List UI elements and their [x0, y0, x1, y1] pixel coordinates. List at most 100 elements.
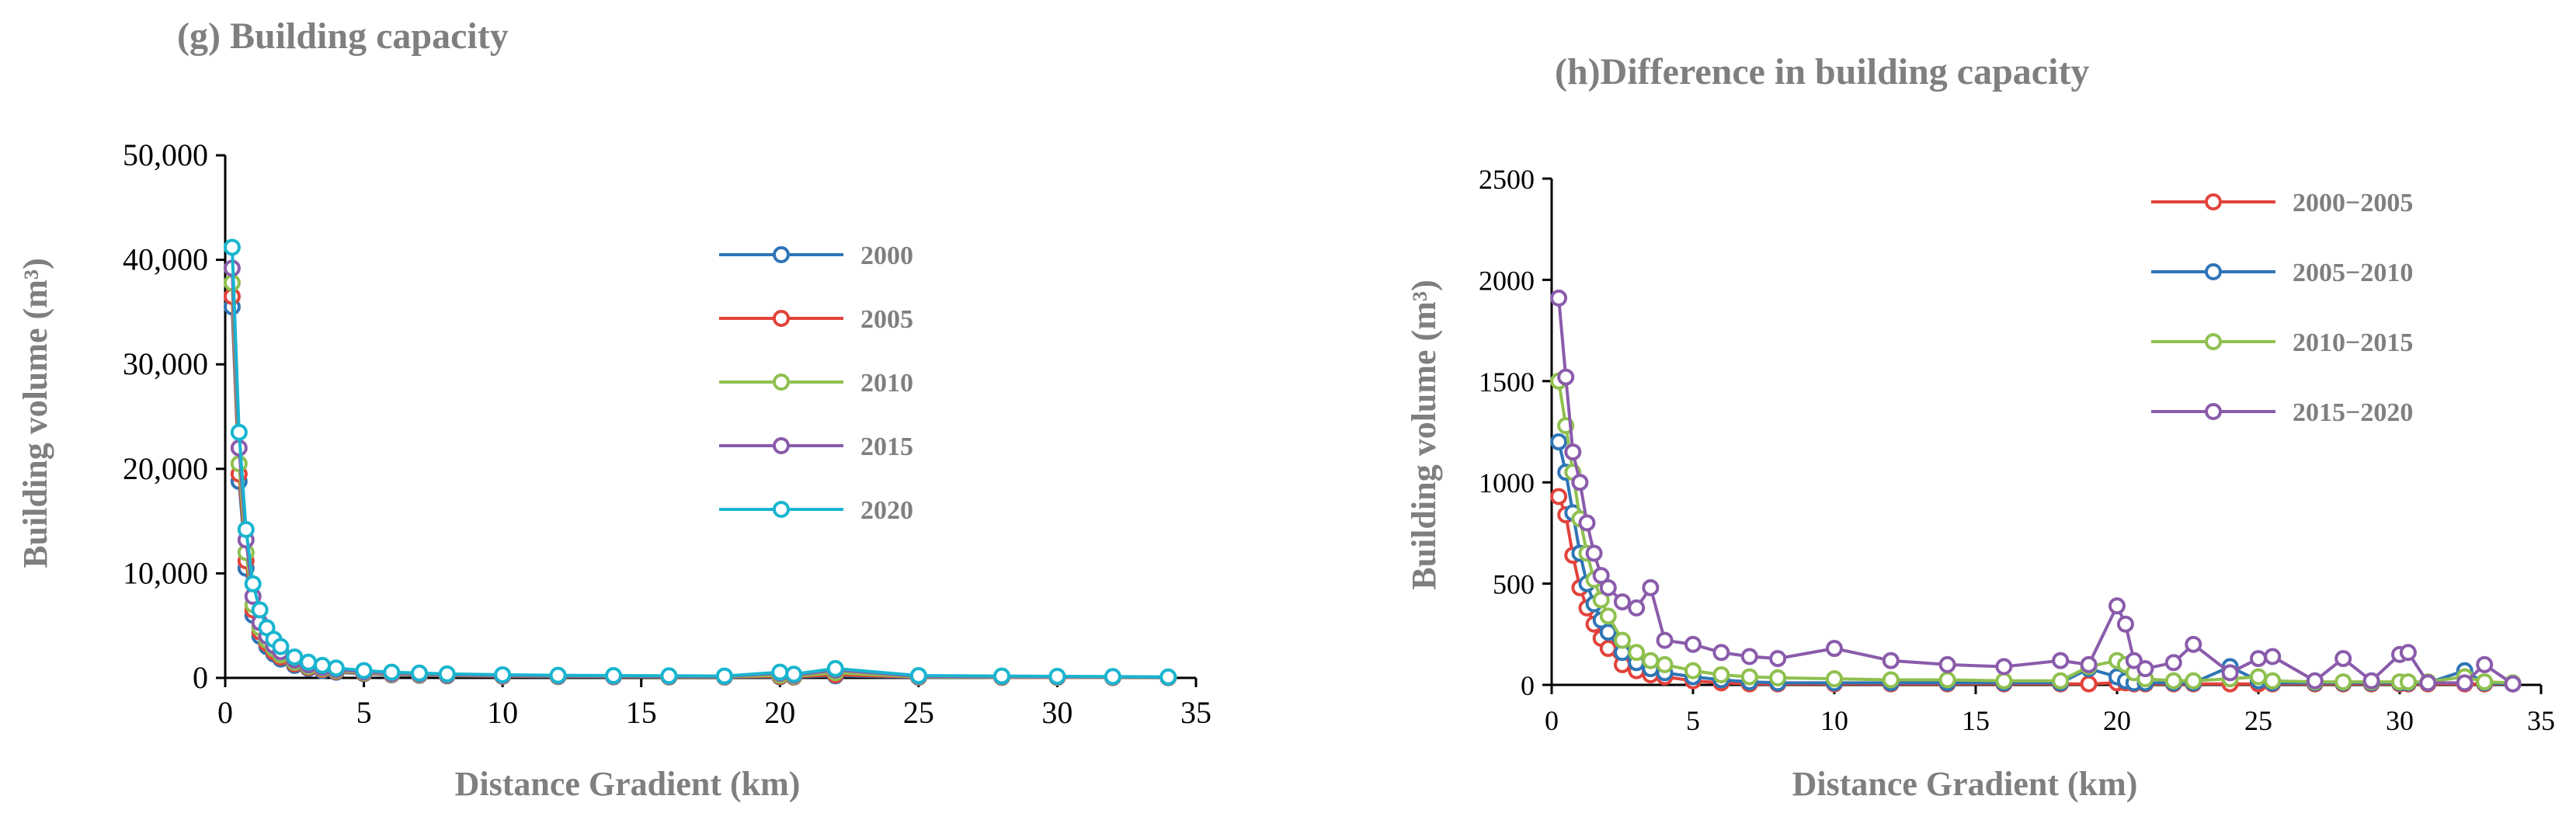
y-tick-label: 1000	[1479, 467, 1535, 499]
data-point	[1159, 668, 1177, 686]
y-tick-label: 50,000	[123, 137, 208, 172]
data-point	[1599, 624, 1617, 641]
data-point	[1550, 433, 1568, 451]
legend-item: 2000	[719, 241, 913, 270]
data-point	[2052, 672, 2070, 690]
data-point	[1599, 640, 1617, 658]
data-point	[314, 656, 331, 674]
legend-marker	[2205, 403, 2222, 420]
legend-label: 2010	[860, 369, 913, 398]
data-point	[1592, 567, 1610, 585]
legend-label: 2010−2015	[2293, 328, 2413, 357]
data-point	[1712, 665, 1730, 683]
data-point	[1995, 658, 2013, 676]
data-point	[1564, 443, 1582, 461]
data-point	[1642, 579, 1660, 596]
y-tick-label: 10,000	[123, 555, 208, 590]
x-tick-label: 20	[2103, 705, 2131, 736]
data-point	[1578, 514, 1596, 532]
data-point	[2250, 668, 2267, 686]
data-point	[1614, 631, 1631, 649]
data-point	[1592, 591, 1610, 609]
data-point	[1882, 671, 1900, 689]
legend-item: 2020	[719, 496, 913, 525]
legend-item: 2005−2010	[2151, 259, 2413, 287]
legend-marker	[2205, 333, 2222, 350]
data-point	[1826, 640, 1843, 658]
series-2010−2015	[1550, 372, 2522, 692]
legend-marker	[2205, 193, 2222, 210]
data-point	[2399, 673, 2417, 691]
data-point	[2264, 672, 2282, 690]
x-tick-label: 35	[1180, 695, 1212, 730]
data-point	[2164, 654, 2182, 672]
legend-marker	[773, 437, 790, 454]
data-point	[785, 665, 803, 683]
data-point	[1740, 668, 1758, 686]
x-tick-label: 0	[217, 695, 233, 730]
legend-marker	[773, 374, 790, 391]
series-2015−2020	[1550, 289, 2522, 693]
data-point	[2476, 673, 2494, 691]
legend-marker	[2205, 263, 2222, 280]
legend-item: 2000−2005	[2151, 189, 2413, 217]
x-tick-label: 10	[487, 695, 518, 730]
data-point	[2125, 651, 2143, 669]
data-point	[2108, 597, 2126, 615]
x-tick-label: 25	[903, 695, 934, 730]
series-2000−2005	[1550, 488, 2522, 693]
chart-h-axes: 0 5 10 15 20 25 30 35 0 500 1000 1500 2000 2500	[1479, 164, 2555, 736]
series-line	[1557, 495, 2513, 686]
legend-item: 2015	[719, 433, 913, 461]
chart-g-legend: 2000 2005 2010 2015 2020	[719, 241, 913, 525]
y-tick-label: 2500	[1479, 164, 1535, 195]
data-point	[2164, 672, 2182, 690]
data-point	[1614, 593, 1631, 611]
data-point	[251, 601, 269, 619]
y-tick-label: 40,000	[123, 242, 208, 277]
x-tick-label: 30	[2386, 705, 2414, 736]
series-2020	[223, 238, 1177, 686]
legend-marker	[773, 246, 790, 263]
data-point	[1628, 644, 1646, 662]
data-point	[2221, 664, 2239, 682]
chart-h-xlabel: Distance Gradient (km)	[1792, 765, 2138, 803]
data-point	[2399, 644, 2417, 662]
x-tick-label: 5	[1686, 705, 1700, 736]
data-point	[1628, 599, 1646, 617]
data-point	[2334, 673, 2352, 691]
chart-h-ylabel: Building volume (m³)	[1405, 280, 1443, 589]
data-point	[2080, 675, 2098, 693]
series-line	[230, 296, 1169, 679]
data-point	[383, 663, 401, 681]
data-point	[605, 667, 622, 685]
data-point	[2185, 635, 2202, 653]
x-tick-label: 15	[1962, 705, 1990, 736]
chart-g-axes: 0 5 10 15 20 25 30 35 0 10,000 20,000 30,000 40,000 5…	[123, 137, 1212, 730]
y-tick-label: 20,000	[123, 451, 208, 486]
legend-label: 2015	[860, 433, 913, 461]
legend-marker	[773, 501, 790, 518]
y-tick-label: 500	[1493, 569, 1535, 600]
chart-g-series	[223, 238, 1177, 686]
x-tick-label: 10	[1820, 705, 1848, 736]
data-point	[1826, 670, 1843, 688]
data-point	[300, 653, 318, 671]
data-point	[327, 659, 345, 677]
data-point	[1938, 655, 1956, 673]
data-point	[1550, 289, 1568, 307]
legend-label: 2015−2020	[2293, 398, 2413, 427]
series-line	[230, 307, 1169, 679]
chart-g-ylabel: Building volume (m³)	[16, 258, 54, 568]
data-point	[1104, 668, 1121, 686]
legend-item: 2010−2015	[2151, 328, 2413, 357]
chart-g-xlabel: Distance Gradient (km)	[455, 765, 801, 803]
legend-label: 2005	[860, 305, 913, 334]
data-point	[993, 667, 1010, 685]
data-point	[223, 238, 241, 256]
data-point	[1656, 631, 1674, 649]
data-point	[1571, 474, 1589, 492]
data-point	[2080, 655, 2098, 673]
chart-h-series	[1550, 289, 2522, 693]
series-line	[1557, 380, 2513, 685]
